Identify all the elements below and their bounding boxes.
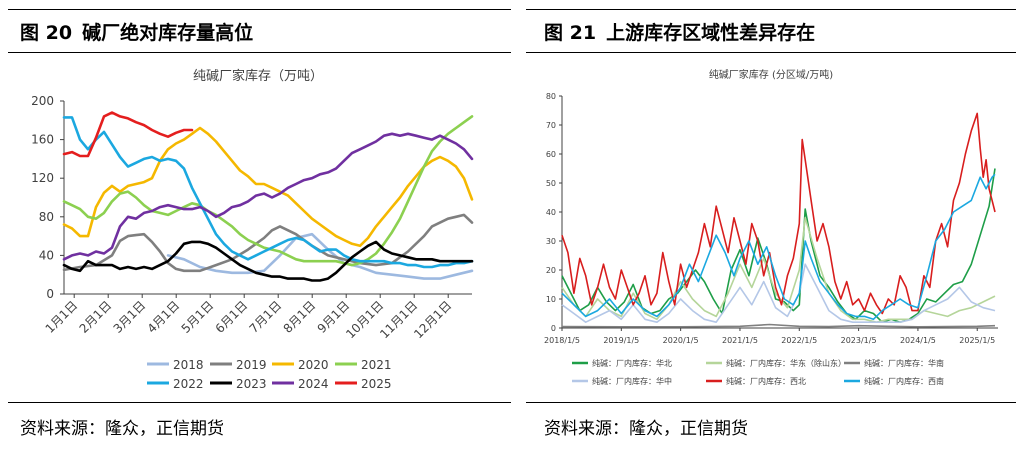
y-tick-label: 10 xyxy=(546,295,556,304)
source-rule xyxy=(8,402,511,403)
top-rule xyxy=(526,9,1016,10)
series-line-2019 xyxy=(62,213,474,273)
x-tick-label: 12月1日 xyxy=(411,298,454,341)
series-line-2021 xyxy=(62,115,474,267)
figure-title-text: 碱厂绝对库存量高位 xyxy=(82,22,254,44)
y-tick-label: 0 xyxy=(46,287,54,301)
figure-title: 图 21 上游库存区域性差异存在 xyxy=(544,18,815,45)
x-tick-label: 4月1日 xyxy=(145,298,183,336)
y-tick-label: 40 xyxy=(39,248,54,262)
x-tick-label: 1月1日 xyxy=(43,298,81,336)
series-line xyxy=(561,323,996,328)
title-rule xyxy=(526,52,1016,53)
x-tick-label: 2025/1/5 xyxy=(959,336,995,345)
x-tick-label: 6月1日 xyxy=(213,298,251,336)
series-line xyxy=(561,263,996,324)
source-rule xyxy=(526,402,1016,403)
series-line-2023 xyxy=(62,240,474,282)
x-tick-label: 2月1日 xyxy=(77,298,115,336)
y-tick-label: 120 xyxy=(31,171,54,185)
y-tick-label: 200 xyxy=(31,94,54,108)
x-tick-label: 2018/1/5 xyxy=(544,336,580,345)
source-note: 资料来源：隆众，正信期货 xyxy=(544,419,748,439)
top-rule xyxy=(8,9,511,10)
y-tick-label: 0 xyxy=(551,324,556,333)
legend-label: 纯碱：厂内库存：华南 xyxy=(864,358,944,368)
title-rule xyxy=(8,52,511,53)
legend-label: 纯碱：厂内库存：华北 xyxy=(592,358,672,368)
x-tick-label: 2020/1/5 xyxy=(663,336,699,345)
y-tick-label: 60 xyxy=(546,150,556,159)
series-line xyxy=(561,112,996,315)
x-tick-label: 2023/1/5 xyxy=(841,336,877,345)
series-line-2018 xyxy=(166,232,474,280)
legend-label: 2025 xyxy=(361,377,392,391)
legend-label: 纯碱：厂内库存：西北 xyxy=(726,376,806,386)
figure-20-panel: 图 20 碱厂绝对库存量高位 纯碱厂家库存（万吨） 0 40 80 120 160 200 1月… xyxy=(0,0,513,464)
y-tick-label: 80 xyxy=(546,92,556,101)
figure-number: 图 21 xyxy=(544,22,597,44)
figure-21-panel: 图 21 上游库存区域性差异存在 纯碱厂家库存 (分区域/万吨) 0 10 20 30 40… xyxy=(526,0,1027,464)
series-line-2020 xyxy=(62,126,474,248)
x-tick-label: 2024/1/5 xyxy=(900,336,936,345)
chart-title: 纯碱厂家库存（万吨） xyxy=(193,68,323,84)
x-tick-label: 3月1日 xyxy=(111,298,149,336)
series-line-2024 xyxy=(62,132,474,261)
y-tick-label: 20 xyxy=(546,266,556,275)
figure-title-text: 上游库存区域性差异存在 xyxy=(606,22,816,44)
series-line xyxy=(561,168,996,324)
figure-number: 图 20 xyxy=(20,22,73,44)
y-tick-label: 40 xyxy=(546,208,556,217)
source-note: 资料来源：隆众，正信期货 xyxy=(20,419,224,439)
x-tick-label: 5月1日 xyxy=(179,298,217,336)
legend-label: 2023 xyxy=(236,377,267,391)
x-tick-label: 8月1日 xyxy=(281,298,319,336)
y-tick-label: 70 xyxy=(546,121,556,130)
y-tick-label: 160 xyxy=(31,133,54,147)
legend-label: 纯碱：厂内库存：华东（除山东） xyxy=(726,358,846,368)
x-tick-label: 2019/1/5 xyxy=(603,336,639,345)
legend-label: 纯碱：厂内库存：华中 xyxy=(592,376,672,386)
y-tick-label: 30 xyxy=(546,237,556,246)
legend-label: 2019 xyxy=(236,358,267,372)
chart-title: 纯碱厂家库存 (分区域/万吨) xyxy=(709,68,833,81)
y-tick-label: 50 xyxy=(546,179,556,188)
series-line-2022 xyxy=(62,116,474,269)
absolute-inventory-chart: 纯碱厂家库存（万吨） 0 40 80 120 160 200 1月1日2月1日3月1日4月1日… xyxy=(31,68,474,391)
figure-title: 图 20 碱厂绝对库存量高位 xyxy=(20,18,253,45)
legend-label: 2020 xyxy=(298,358,329,372)
x-tick-label: 2021/1/5 xyxy=(722,336,758,345)
y-tick-label: 80 xyxy=(39,210,54,224)
legend-label: 纯碱：厂内库存：西南 xyxy=(864,376,944,386)
legend-label: 2022 xyxy=(173,377,204,391)
legend-label: 2021 xyxy=(361,358,392,372)
legend-label: 2024 xyxy=(298,377,329,391)
series-line-2025 xyxy=(62,111,194,158)
regional-inventory-chart: 纯碱厂家库存 (分区域/万吨) 0 10 20 30 40 50 60 70 80 2018/1/5… xyxy=(544,68,998,386)
x-tick-label: 7月1日 xyxy=(247,298,285,336)
x-tick-label: 2022/1/5 xyxy=(781,336,817,345)
legend-label: 2018 xyxy=(173,358,204,372)
series-line xyxy=(561,173,996,321)
